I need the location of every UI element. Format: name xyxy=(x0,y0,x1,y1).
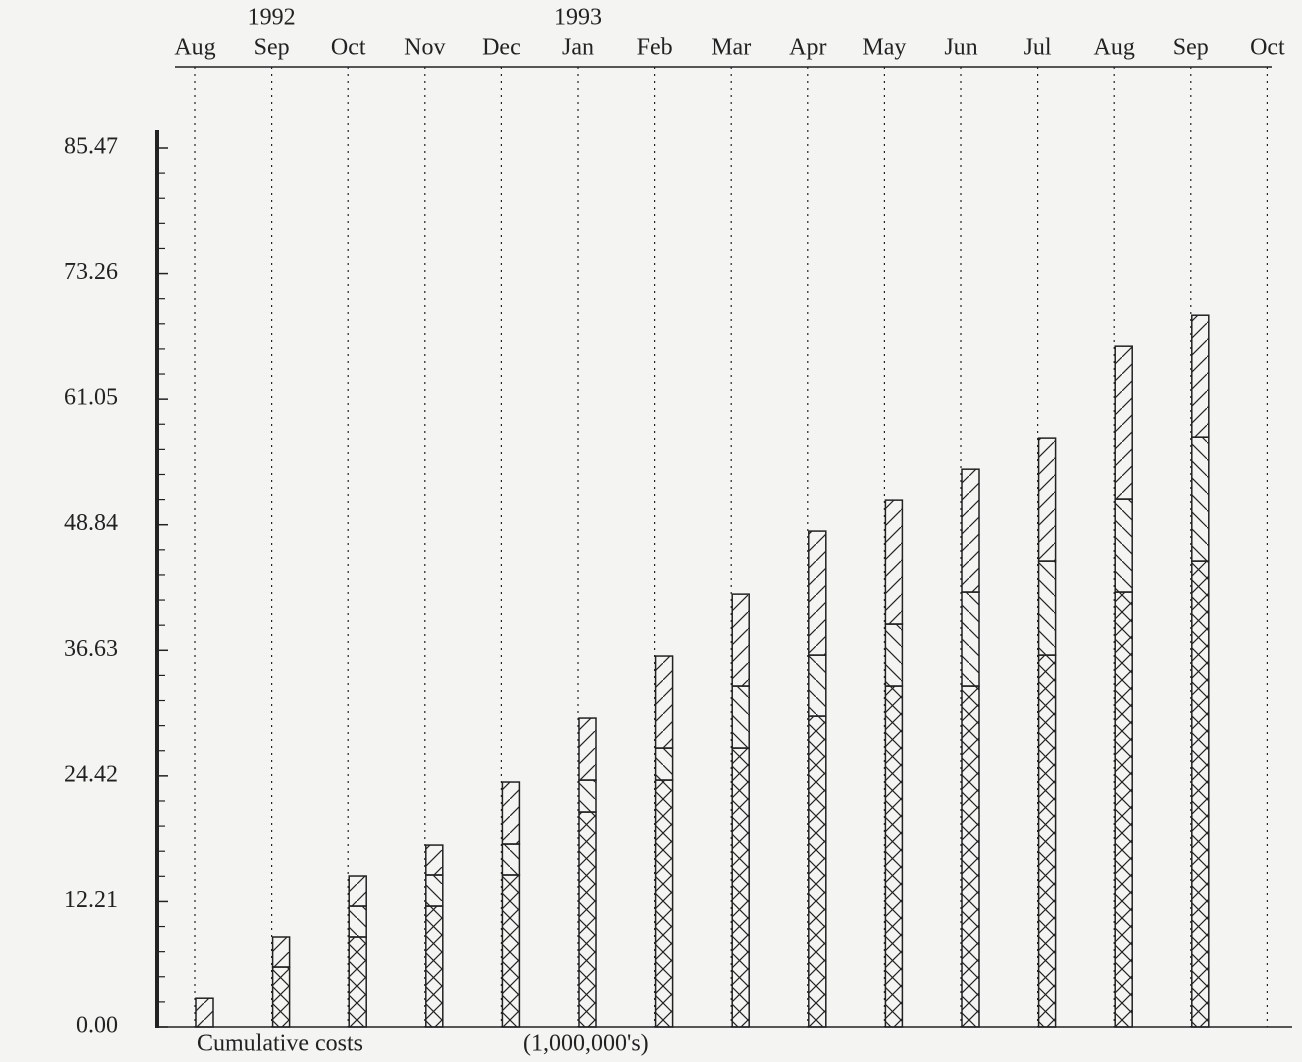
bar-segment xyxy=(501,874,521,1028)
bar-segment xyxy=(271,936,291,968)
bar-segment xyxy=(654,747,674,781)
year-label: 1992 xyxy=(248,5,296,31)
x-tick-label: Oct xyxy=(331,35,366,61)
y-tick-label: 61.05 xyxy=(64,385,118,411)
y-tick-label: 48.84 xyxy=(64,510,118,536)
bar-segment xyxy=(348,936,367,1028)
bar-segment xyxy=(884,499,904,625)
x-tick-label: Jun xyxy=(944,35,977,61)
x-tick-label: Apr xyxy=(789,35,826,61)
bar-segment xyxy=(808,654,827,717)
x-tick-label: Nov xyxy=(404,35,445,61)
x-tick-label: May xyxy=(862,35,906,61)
bar-segment xyxy=(961,685,980,1028)
y-tick-label: 0.00 xyxy=(76,1013,118,1039)
bar-segment xyxy=(1191,560,1210,1028)
x-tick-label: Feb xyxy=(637,35,673,61)
bar-segment xyxy=(808,530,827,656)
x-tick-label: Jan xyxy=(562,35,594,61)
bar-segment xyxy=(1037,437,1057,562)
bar-segment xyxy=(578,779,597,813)
bar-segment xyxy=(348,875,367,907)
bar-segment xyxy=(1114,591,1133,1028)
bar-segment xyxy=(425,844,444,876)
bar-segment xyxy=(1191,436,1210,562)
x-axis-label: Cumulative costs xyxy=(197,1031,363,1057)
bar-segment xyxy=(808,715,827,1028)
x-tick-label: Dec xyxy=(482,35,521,61)
bar-segment xyxy=(578,717,597,781)
x-tick-label: Sep xyxy=(254,35,290,61)
year-label: 1993 xyxy=(554,5,602,31)
x-tick-label: Oct xyxy=(1250,35,1285,61)
bar-segment xyxy=(731,685,750,749)
bar-segment xyxy=(731,593,750,687)
bar-segment xyxy=(1114,345,1133,500)
x-tick-label: Aug xyxy=(174,35,215,61)
bar-segment xyxy=(884,623,904,687)
y-tick-label: 85.47 xyxy=(64,134,118,160)
y-tick-label: 73.26 xyxy=(64,259,118,285)
bar-segment xyxy=(961,591,980,687)
bar-segment xyxy=(195,997,214,1028)
bar-segment xyxy=(578,811,597,1028)
bar-segment xyxy=(1037,560,1057,656)
y-tick-label: 12.21 xyxy=(64,887,118,913)
bar-segment xyxy=(1037,654,1057,1028)
x-tick-label: Mar xyxy=(711,35,751,61)
y-tick-label: 36.63 xyxy=(64,636,118,662)
bar-segment xyxy=(1191,314,1210,438)
x-tick-label: Sep xyxy=(1173,35,1209,61)
x-tick-label: Aug xyxy=(1094,35,1135,61)
bar-segment xyxy=(654,779,674,1028)
bar-segment xyxy=(654,655,674,749)
bar-segment xyxy=(731,747,750,1028)
bar-segment xyxy=(961,468,980,593)
bar-segment xyxy=(884,685,904,1028)
bar-segment xyxy=(1114,498,1133,593)
unit-label: (1,000,000's) xyxy=(523,1031,649,1057)
bar-segment xyxy=(425,905,444,1028)
bar-segment xyxy=(425,874,444,907)
bar-segment xyxy=(501,781,521,845)
bar-segment xyxy=(501,843,521,876)
x-tick-label: Jul xyxy=(1024,35,1052,61)
bar-segment xyxy=(348,905,367,938)
bar-segment xyxy=(271,966,291,1028)
y-tick-label: 24.42 xyxy=(64,761,118,787)
